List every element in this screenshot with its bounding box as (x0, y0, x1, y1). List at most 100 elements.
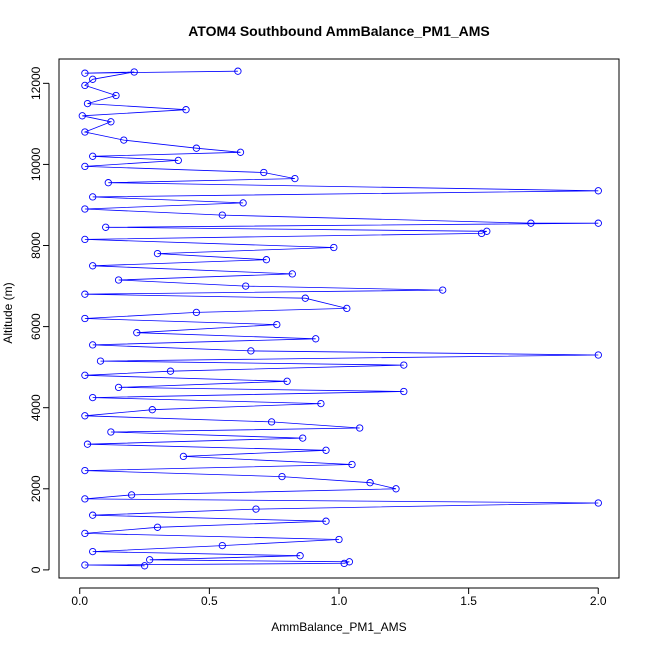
data-point (262, 256, 271, 264)
data-point (267, 418, 276, 426)
data-point (182, 106, 190, 114)
data-point (192, 308, 201, 317)
data-point (278, 472, 286, 481)
data-point (89, 75, 97, 83)
data-point (242, 282, 250, 290)
data-point (317, 399, 325, 408)
data-point (140, 562, 149, 570)
data-point (291, 174, 299, 183)
series-layer (78, 67, 602, 570)
data-point (247, 347, 255, 355)
data-point (81, 69, 89, 77)
data-point (107, 118, 115, 126)
data-point (148, 406, 156, 414)
data-point (81, 314, 89, 323)
data-point (81, 81, 89, 90)
data-point (288, 270, 296, 278)
data-point (102, 223, 110, 231)
y-tick-label: 4000 (29, 394, 43, 421)
data-point (356, 424, 364, 432)
data-point (273, 320, 281, 329)
data-point (594, 499, 602, 507)
data-point (78, 112, 86, 120)
data-point (81, 412, 89, 420)
x-axis-label: AmmBalance_PM1_AMS (271, 620, 406, 634)
data-point (345, 558, 354, 566)
data-point (133, 329, 141, 337)
data-point (96, 357, 105, 365)
data-point (260, 168, 268, 177)
plot-area-frame (58, 58, 620, 579)
data-point (89, 262, 97, 270)
data-point (89, 547, 97, 556)
data-point (112, 91, 120, 100)
data-point (174, 156, 182, 165)
data-point (81, 466, 89, 475)
data-point (296, 552, 304, 560)
data-point (153, 249, 162, 258)
data-point (348, 460, 356, 469)
data-point (153, 523, 162, 531)
y-axis: 0 2000 4000 6000 8000 10000 12000 (29, 66, 50, 573)
data-point (335, 535, 343, 544)
data-point (239, 199, 247, 207)
x-axis: 0.0 0.5 1.0 1.5 2.0 (71, 587, 607, 608)
data-point (252, 505, 260, 513)
series-line (82, 70, 599, 567)
y-axis-label: Altitude (m) (1, 282, 15, 343)
data-point (89, 152, 97, 160)
data-point (330, 243, 338, 252)
data-point (104, 179, 112, 187)
data-point (83, 440, 92, 448)
y-tick-label: 2000 (29, 475, 43, 502)
x-tick-label: 1.0 (331, 594, 348, 608)
data-point (81, 235, 89, 244)
y-tick-label: 12000 (29, 66, 43, 100)
data-point (81, 162, 89, 171)
data-point (392, 485, 400, 493)
y-tick-label: 10000 (29, 147, 43, 181)
data-point (81, 529, 89, 538)
data-point (218, 211, 226, 219)
y-tick-label: 6000 (29, 313, 43, 340)
data-point (218, 541, 226, 550)
data-point (366, 479, 374, 487)
data-point (299, 434, 307, 442)
data-point (439, 286, 447, 294)
data-point (81, 495, 89, 503)
data-point (322, 517, 330, 525)
data-point (146, 556, 154, 564)
data-point (234, 67, 242, 75)
data-point (527, 219, 535, 227)
data-point (127, 491, 136, 499)
data-point (89, 511, 97, 519)
data-point (166, 367, 175, 375)
data-point (192, 144, 201, 152)
data-point (236, 148, 245, 156)
data-point (283, 377, 291, 385)
data-point (343, 304, 351, 313)
data-point (81, 290, 89, 298)
y-tick-label: 8000 (29, 232, 43, 259)
data-point (81, 205, 89, 213)
data-point (594, 219, 602, 227)
chart-title: ATOM4 Southbound AmmBalance_PM1_AMS (188, 23, 490, 39)
data-point (89, 393, 97, 402)
x-tick-label: 1.5 (460, 594, 477, 608)
x-tick-label: 0.5 (201, 594, 218, 608)
data-point (114, 276, 123, 284)
data-point (312, 335, 320, 343)
data-point (340, 559, 348, 568)
data-point (81, 371, 89, 379)
data-point (89, 193, 97, 201)
data-point (114, 383, 123, 392)
data-point (477, 229, 486, 238)
data-point (400, 387, 408, 396)
data-point (301, 294, 309, 302)
data-point (594, 187, 602, 195)
data-point (483, 227, 491, 235)
data-point (130, 68, 138, 76)
data-point (107, 428, 115, 436)
data-point (322, 446, 330, 454)
